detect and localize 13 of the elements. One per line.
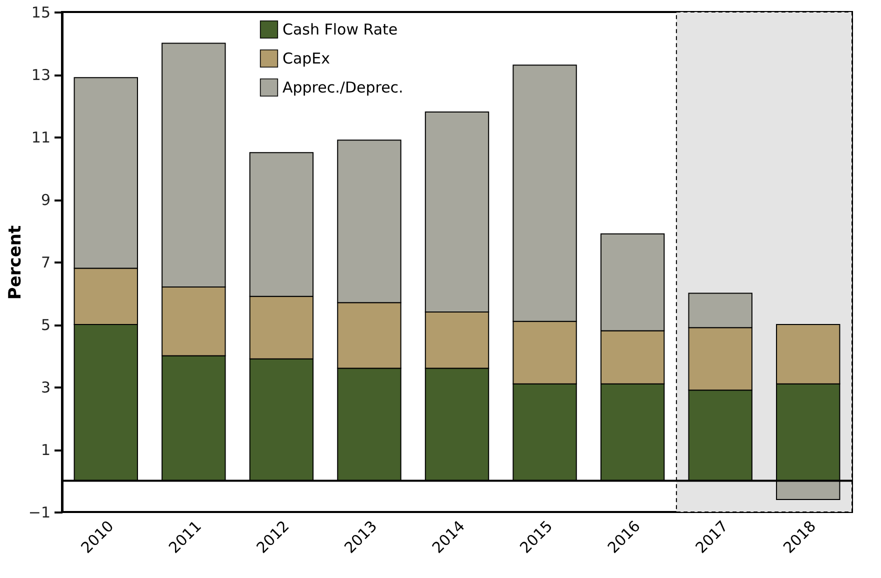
legend-label: Apprec./Deprec. bbox=[282, 78, 404, 96]
legend-label: CapEx bbox=[282, 50, 330, 68]
legend-label: Cash Flow Rate bbox=[282, 20, 398, 38]
y-tick-label: 15 bbox=[31, 4, 50, 22]
y-axis-title: Percent bbox=[5, 225, 26, 300]
y-tick-label: 7 bbox=[40, 254, 50, 272]
y-tick-label: 5 bbox=[40, 316, 50, 334]
y-tick-label: 9 bbox=[40, 191, 50, 209]
y-tick-label: 1 bbox=[40, 441, 50, 459]
y-tick-label: 3 bbox=[40, 378, 50, 396]
y-tick-label: −1 bbox=[28, 504, 50, 522]
y-tick-label: 13 bbox=[31, 66, 50, 84]
y-tick-label: 11 bbox=[31, 128, 50, 146]
